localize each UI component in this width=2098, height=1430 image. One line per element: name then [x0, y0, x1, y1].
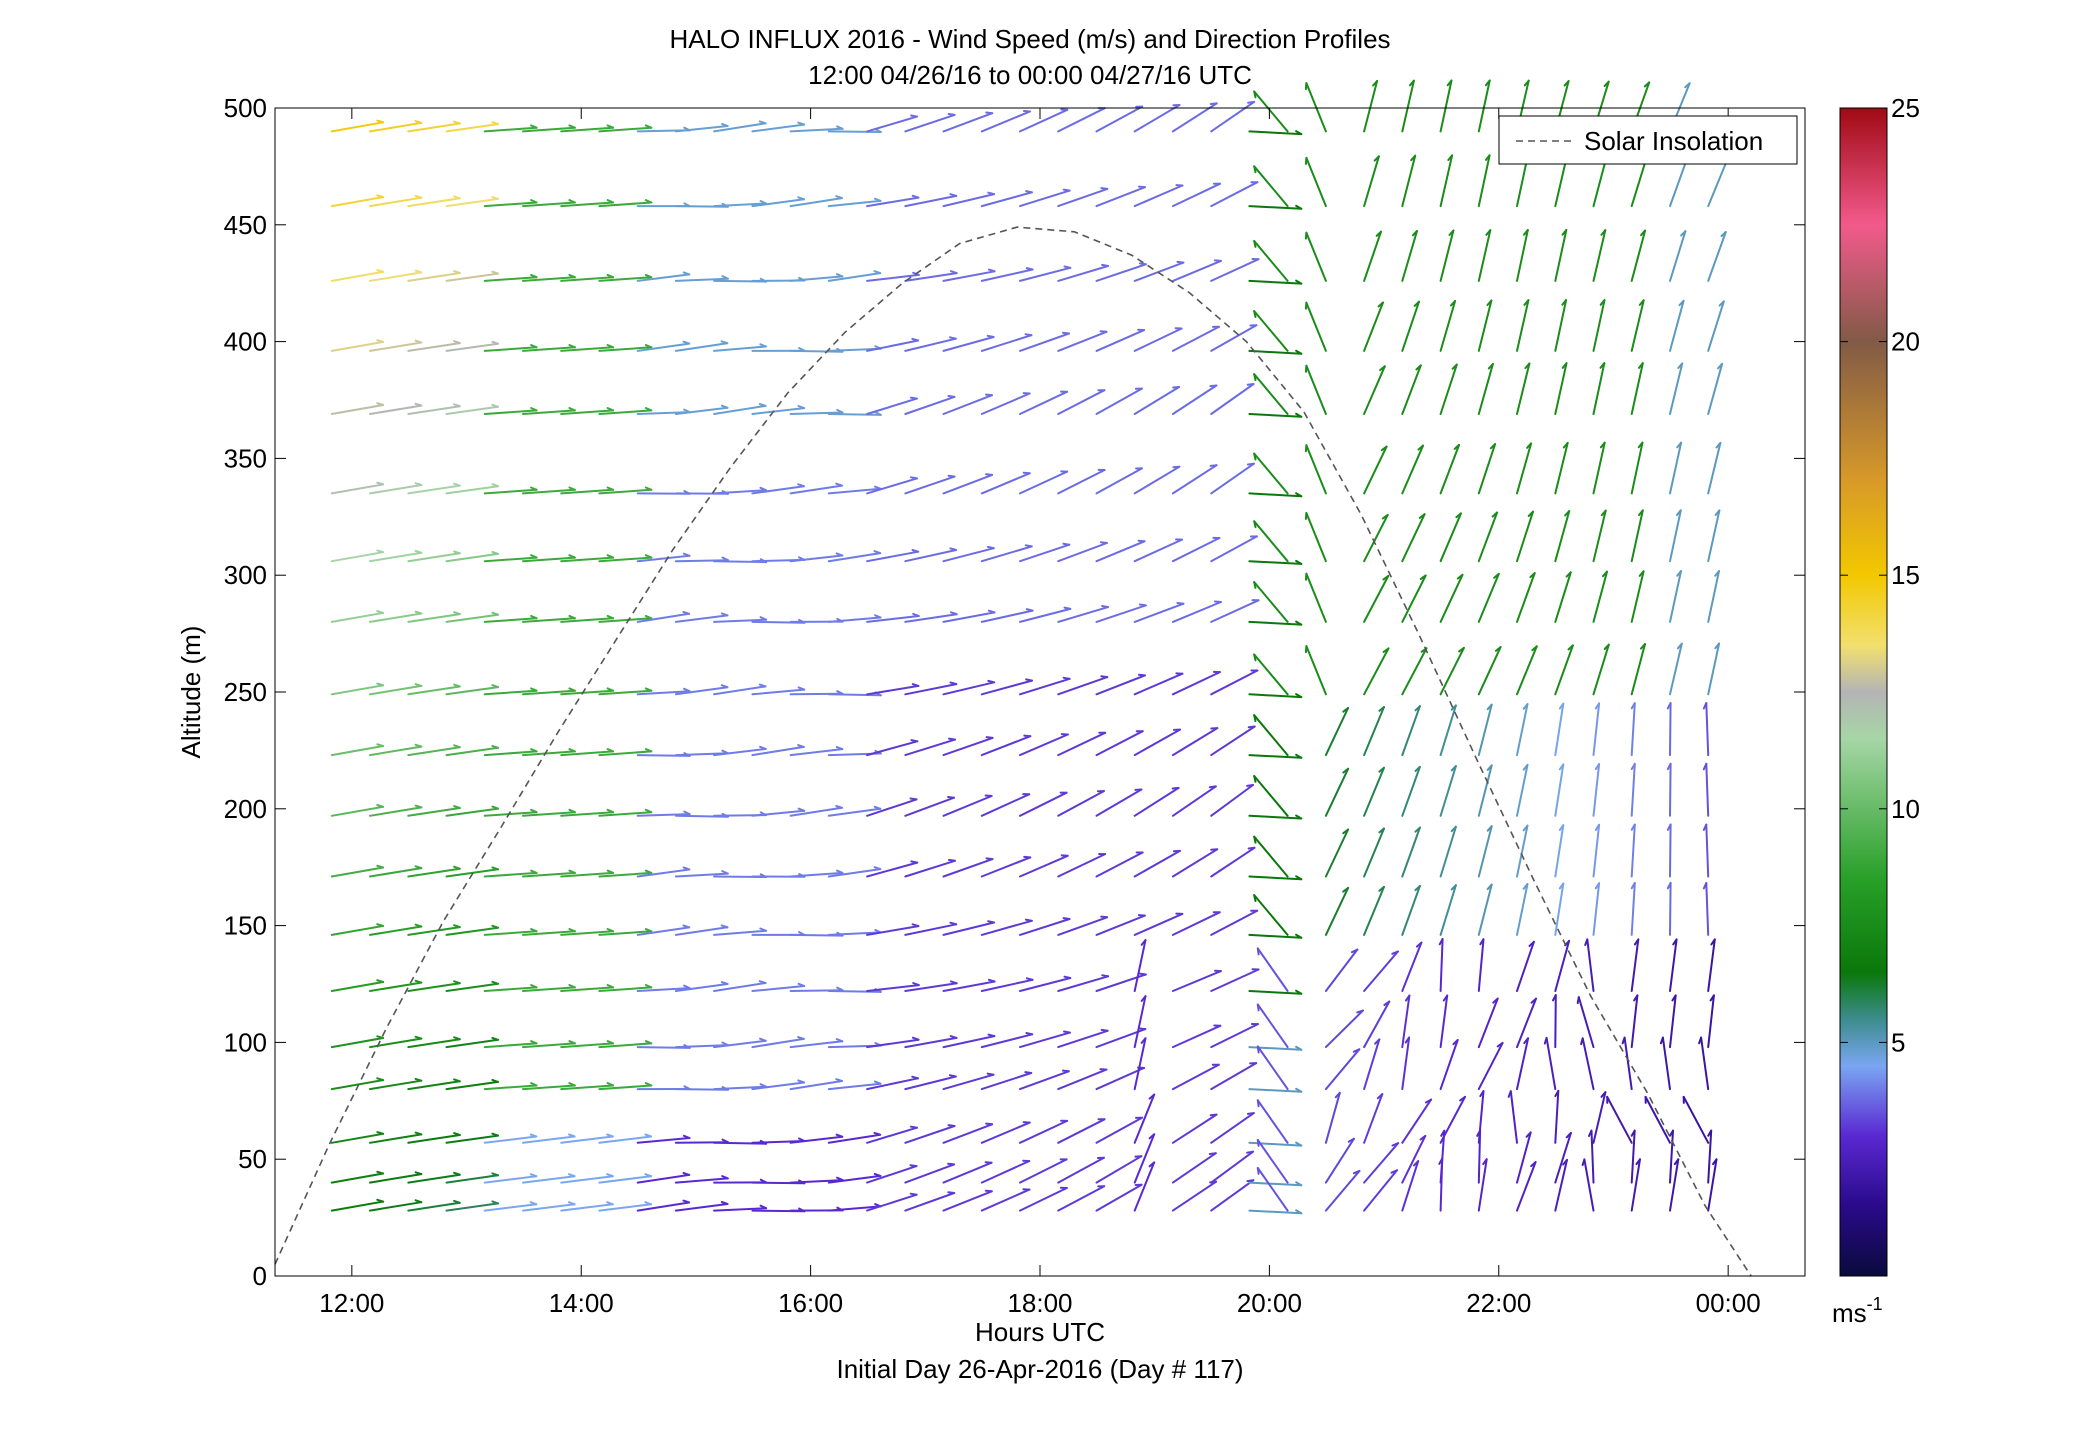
x-axis-day-note: Initial Day 26-Apr-2016 (Day # 117) [836, 1354, 1243, 1384]
y-tick-label: 200 [224, 794, 267, 824]
x-tick-label: 12:00 [319, 1288, 384, 1318]
x-tick-label: 14:00 [549, 1288, 614, 1318]
y-tick-label: 150 [224, 911, 267, 941]
x-tick-label: 18:00 [1007, 1288, 1072, 1318]
x-tick-label: 16:00 [778, 1288, 843, 1318]
x-axis-label: Hours UTC [975, 1317, 1105, 1347]
y-tick-label: 350 [224, 443, 267, 473]
y-tick-label: 400 [224, 327, 267, 357]
legend-entry-solar-insolation: Solar Insolation [1584, 126, 1763, 156]
x-tick-label: 22:00 [1466, 1288, 1531, 1318]
y-tick-label: 0 [253, 1261, 267, 1291]
colorbar-tick-label: 5 [1891, 1027, 1905, 1057]
colorbar-tick-label: 10 [1891, 794, 1920, 824]
legend: Solar Insolation [1499, 116, 1797, 164]
y-tick-label: 300 [224, 560, 267, 590]
y-axis-label: Altitude (m) [176, 626, 206, 759]
x-tick-label: 20:00 [1237, 1288, 1302, 1318]
y-tick-label: 100 [224, 1027, 267, 1057]
x-tick-label: 00:00 [1696, 1288, 1761, 1318]
y-tick-label: 500 [224, 93, 267, 123]
colorbar-tick-label: 20 [1891, 327, 1920, 357]
colorbar-tick-label: 15 [1891, 560, 1920, 590]
y-tick-label: 450 [224, 210, 267, 240]
y-tick-label: 250 [224, 677, 267, 707]
y-tick-label: 50 [238, 1144, 267, 1174]
colorbar-gradient [1840, 108, 1887, 1276]
colorbar-tick-label: 25 [1891, 93, 1920, 123]
chart-subtitle: 12:00 04/26/16 to 00:00 04/27/16 UTC [808, 60, 1252, 90]
chart-title: HALO INFLUX 2016 - Wind Speed (m/s) and … [669, 24, 1390, 54]
